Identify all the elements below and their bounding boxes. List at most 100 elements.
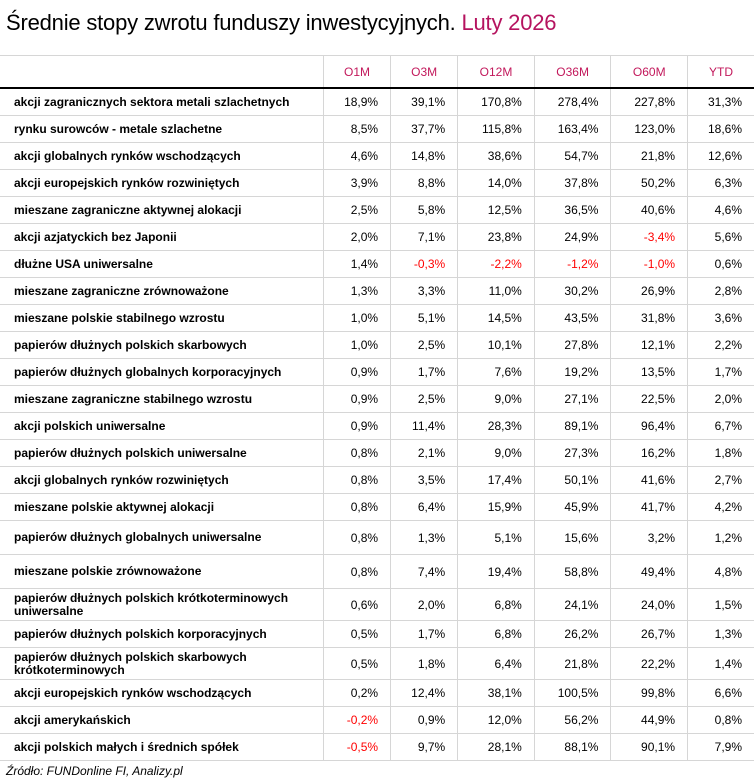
return-value: 31,3% bbox=[687, 87, 754, 116]
return-value: 0,9% bbox=[322, 385, 392, 413]
return-value: 0,9% bbox=[322, 358, 392, 386]
return-value: 2,5% bbox=[322, 196, 392, 224]
return-value: 50,1% bbox=[533, 466, 612, 494]
return-value: 123,0% bbox=[610, 115, 689, 143]
table-row: akcji polskich małych i średnich spółek -… bbox=[0, 733, 754, 761]
fund-category: papierów dłużnych polskich uniwersalne bbox=[0, 439, 324, 467]
table-row: akcji europejskich rynków wschodzących 0,… bbox=[0, 679, 754, 707]
return-value: 2,2% bbox=[687, 331, 754, 359]
return-value: 6,6% bbox=[687, 679, 754, 707]
return-value: 0,8% bbox=[687, 706, 754, 734]
return-value: 22,2% bbox=[610, 647, 689, 680]
fund-category: papierów dłużnych globalnych uniwersalne bbox=[0, 520, 324, 555]
return-value: 0,2% bbox=[322, 679, 392, 707]
return-value: 9,0% bbox=[457, 439, 535, 467]
return-value: 5,8% bbox=[390, 196, 459, 224]
fund-category: rynku surowców - metale szlachetne bbox=[0, 115, 324, 143]
return-value: 36,5% bbox=[533, 196, 612, 224]
return-value: 27,8% bbox=[533, 331, 612, 359]
fund-category: akcji polskich małych i średnich spółek bbox=[0, 733, 324, 761]
return-value: 2,5% bbox=[390, 331, 459, 359]
return-value: 9,7% bbox=[390, 733, 459, 761]
return-value: 1,4% bbox=[687, 647, 754, 680]
return-value: 2,0% bbox=[687, 385, 754, 413]
return-value: 26,2% bbox=[533, 620, 612, 648]
return-value: 2,5% bbox=[390, 385, 459, 413]
return-value: 1,7% bbox=[687, 358, 754, 386]
return-value: 4,2% bbox=[687, 493, 754, 521]
return-value: 22,5% bbox=[610, 385, 689, 413]
return-value: 0,8% bbox=[322, 493, 392, 521]
return-value: 10,1% bbox=[457, 331, 535, 359]
return-value: 28,1% bbox=[457, 733, 535, 761]
table-row: mieszane polskie aktywnej alokacji 0,8% 6,… bbox=[0, 493, 754, 521]
table-row: akcji globalnych rynków wschodzących 4,6%… bbox=[0, 142, 754, 170]
return-value: 8,8% bbox=[390, 169, 459, 197]
return-value: 5,1% bbox=[390, 304, 459, 332]
table-row: mieszane zagraniczne stabilnego wzrostu 0… bbox=[0, 385, 754, 413]
return-value: 12,1% bbox=[610, 331, 689, 359]
return-value: 115,8% bbox=[457, 115, 535, 143]
return-value: 49,4% bbox=[610, 554, 689, 589]
page-title: Średnie stopy zwrotu funduszy inwestycyj… bbox=[6, 10, 557, 36]
return-value: 11,4% bbox=[390, 412, 459, 440]
fund-category: papierów dłużnych polskich korporacyjnyc… bbox=[0, 620, 324, 648]
return-value: 54,7% bbox=[533, 142, 612, 170]
return-value: 15,9% bbox=[457, 493, 535, 521]
fund-category: mieszane zagraniczne aktywnej alokacji bbox=[0, 196, 324, 224]
return-value: 1,3% bbox=[322, 277, 392, 305]
header-row: O1M O3M O12M O36M O60M YTD bbox=[0, 55, 754, 89]
column-header: YTD bbox=[687, 55, 754, 89]
table-row: papierów dłużnych polskich skarbowych 1,0… bbox=[0, 331, 754, 359]
fund-category: akcji europejskich rynków rozwiniętych bbox=[0, 169, 324, 197]
return-value: 43,5% bbox=[533, 304, 612, 332]
return-value: 56,2% bbox=[533, 706, 612, 734]
return-value: 26,7% bbox=[610, 620, 689, 648]
return-value: 40,6% bbox=[610, 196, 689, 224]
table-row: mieszane zagraniczne zrównoważone 1,3% 3,3… bbox=[0, 277, 754, 305]
return-value: 88,1% bbox=[533, 733, 612, 761]
return-value: 44,9% bbox=[610, 706, 689, 734]
return-value: 15,6% bbox=[533, 520, 612, 555]
fund-category: mieszane polskie stabilnego wzrostu bbox=[0, 304, 324, 332]
return-value: 2,8% bbox=[687, 277, 754, 305]
fund-category: papierów dłużnych globalnych korporacyjn… bbox=[0, 358, 324, 386]
return-value: 31,8% bbox=[610, 304, 689, 332]
return-value: 1,8% bbox=[687, 439, 754, 467]
return-value: 278,4% bbox=[533, 87, 612, 116]
return-value: 0,6% bbox=[322, 588, 392, 621]
return-value: 12,0% bbox=[457, 706, 535, 734]
table-row: akcji amerykańskich -0,2% 0,9% 12,0% 56,2% 44… bbox=[0, 706, 754, 734]
table-row: papierów dłużnych polskich skarbowych kr… bbox=[0, 647, 754, 680]
return-value: 23,8% bbox=[457, 223, 535, 251]
fund-category: akcji azjatyckich bez Japonii bbox=[0, 223, 324, 251]
fund-category: akcji europejskich rynków wschodzących bbox=[0, 679, 324, 707]
return-value: 3,6% bbox=[687, 304, 754, 332]
fund-category: mieszane polskie zrównoważone bbox=[0, 554, 324, 589]
table-row: papierów dłużnych polskich korporacyjnyc… bbox=[0, 620, 754, 648]
table-row: mieszane polskie zrównoważone 0,8% 7,4% 19,… bbox=[0, 554, 754, 589]
column-header: O1M bbox=[323, 55, 392, 89]
return-value: 1,0% bbox=[322, 304, 392, 332]
return-value: -3,4% bbox=[610, 223, 689, 251]
return-value: 0,6% bbox=[687, 250, 754, 278]
return-value: 24,1% bbox=[533, 588, 612, 621]
column-header: O12M bbox=[457, 55, 535, 89]
fund-category: akcji zagranicznych sektora metali szlac… bbox=[0, 87, 324, 116]
return-value: 21,8% bbox=[610, 142, 689, 170]
return-value: 37,8% bbox=[533, 169, 612, 197]
return-value: 14,8% bbox=[390, 142, 459, 170]
source-note: Źródło: FUNDonline FI, Analizy.pl bbox=[6, 764, 183, 778]
return-value: 0,9% bbox=[322, 412, 392, 440]
return-value: 38,1% bbox=[457, 679, 535, 707]
return-value: 1,3% bbox=[390, 520, 459, 555]
column-header: O60M bbox=[610, 55, 689, 89]
return-value: -0,3% bbox=[390, 250, 459, 278]
return-value: 7,9% bbox=[687, 733, 754, 761]
return-value: 8,5% bbox=[322, 115, 392, 143]
fund-category: mieszane zagraniczne zrównoważone bbox=[0, 277, 324, 305]
return-value: 3,9% bbox=[322, 169, 392, 197]
table-row: akcji globalnych rynków rozwiniętych 0,8%… bbox=[0, 466, 754, 494]
table-row: papierów dłużnych polskich krótkotermino… bbox=[0, 588, 754, 621]
return-value: 7,1% bbox=[390, 223, 459, 251]
